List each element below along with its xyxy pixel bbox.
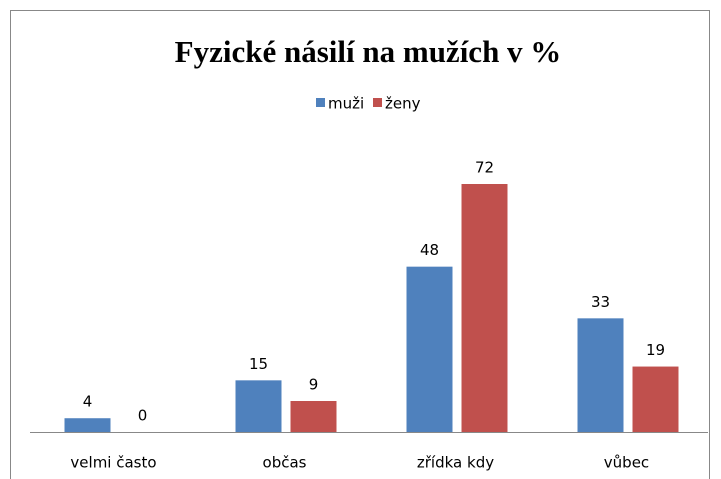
- data-label: 72: [475, 159, 494, 177]
- x-tick-label: občas: [263, 454, 307, 472]
- x-tick-label: zřídka kdy: [417, 454, 494, 472]
- data-label: 33: [591, 293, 610, 311]
- bar: [64, 418, 111, 432]
- data-label: 4: [83, 393, 93, 411]
- legend-swatch: [373, 98, 382, 107]
- legend-label: ženy: [385, 95, 421, 113]
- x-tick-label: velmi často: [70, 454, 156, 472]
- data-label: 19: [646, 341, 665, 359]
- bar: [632, 366, 679, 432]
- legend-swatch: [316, 98, 325, 107]
- chart-title: Fyzické násilí na mužích v %: [175, 34, 562, 69]
- bar: [235, 380, 282, 432]
- data-label: 0: [138, 407, 148, 425]
- bar: [406, 266, 453, 432]
- data-label: 9: [309, 376, 319, 394]
- x-tick-label: vůbec: [604, 454, 649, 472]
- bar: [290, 401, 337, 432]
- legend-label: muži: [328, 95, 364, 113]
- data-label: 48: [420, 241, 439, 259]
- bar: [577, 318, 624, 432]
- bar: [461, 184, 508, 432]
- data-label: 15: [249, 355, 268, 373]
